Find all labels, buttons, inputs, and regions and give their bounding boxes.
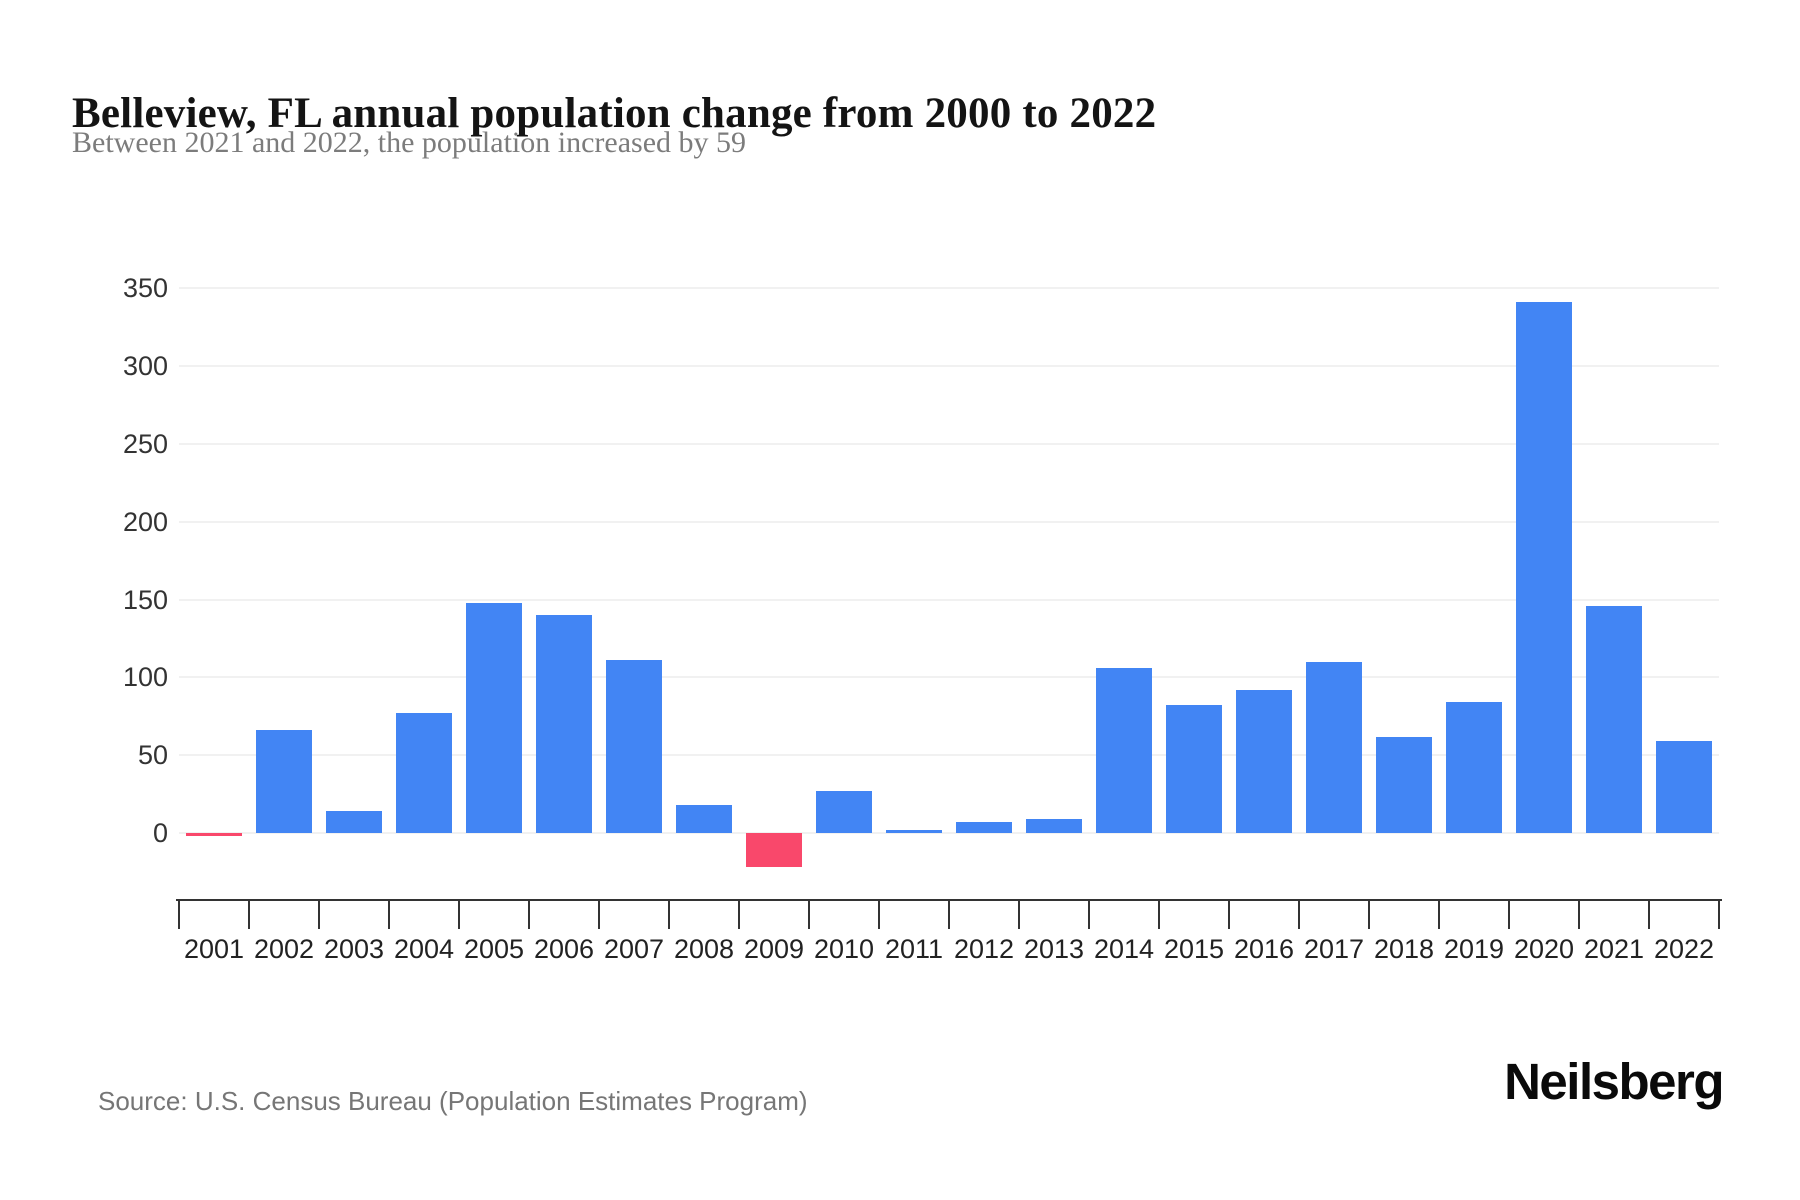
x-axis-tick <box>1578 901 1580 929</box>
gridline-0 <box>179 832 1719 834</box>
x-axis-label-2016: 2016 <box>1233 934 1295 964</box>
x-axis-label-2017: 2017 <box>1303 934 1365 964</box>
x-axis-tick <box>948 901 950 929</box>
x-axis-tick <box>1018 901 1020 929</box>
bar-2003[interactable] <box>326 811 382 833</box>
x-axis-tick <box>1088 901 1090 929</box>
x-axis-label-2005: 2005 <box>463 934 525 964</box>
x-axis-label-2020: 2020 <box>1513 934 1575 964</box>
neilsberg-logo: Neilsberg <box>1504 1053 1724 1110</box>
x-axis-label-2001: 2001 <box>183 934 245 964</box>
y-axis-label-150: 150 <box>122 584 168 615</box>
gridline-250 <box>179 443 1719 445</box>
x-axis-tick <box>878 901 880 929</box>
x-axis-label-2009: 2009 <box>743 934 805 964</box>
x-axis-tick <box>248 901 250 929</box>
x-axis-label-2012: 2012 <box>953 934 1015 964</box>
x-axis-label-2006: 2006 <box>533 934 595 964</box>
bar-2010[interactable] <box>816 790 872 833</box>
gridline-200 <box>179 520 1719 523</box>
bar-2001[interactable] <box>186 833 242 837</box>
x-axis-label-2019: 2019 <box>1443 934 1505 964</box>
chart-title: Belleview, FL annual population change f… <box>72 89 1157 137</box>
gridline-150 <box>179 598 1719 601</box>
x-axis-label-2014: 2014 <box>1093 934 1155 964</box>
x-axis-tick <box>458 901 460 929</box>
x-axis-label-2010: 2010 <box>813 934 875 964</box>
x-axis-label-2011: 2011 <box>884 934 944 964</box>
bar-2019[interactable] <box>1446 702 1502 833</box>
x-axis-tick <box>1648 901 1650 929</box>
x-axis-label-2022: 2022 <box>1653 934 1715 964</box>
source-note: Source: U.S. Census Bureau (Population E… <box>98 1086 808 1116</box>
bar-2013[interactable] <box>1026 818 1082 833</box>
bar-2021[interactable] <box>1586 605 1642 833</box>
x-axis-tick <box>668 901 670 929</box>
x-axis-label-2021: 2021 <box>1583 934 1645 964</box>
bar-2002[interactable] <box>256 730 312 833</box>
x-axis-line <box>176 899 1722 901</box>
y-axis-label-100: 100 <box>122 662 168 693</box>
x-axis-tick <box>808 901 810 929</box>
x-axis-tick <box>1298 901 1300 929</box>
bar-2017[interactable] <box>1306 661 1362 833</box>
x-axis-tick <box>1508 901 1510 929</box>
x-axis-tick <box>388 901 390 929</box>
bar-2022[interactable] <box>1656 741 1712 833</box>
y-axis-label-250: 250 <box>122 429 168 459</box>
bar-2007[interactable] <box>606 660 662 833</box>
x-axis-label-2015: 2015 <box>1163 934 1225 964</box>
chart-subtitle: Between 2021 and 2022, the population in… <box>72 126 747 159</box>
x-axis-tick <box>528 901 530 929</box>
x-axis-tick <box>1228 901 1230 929</box>
x-axis-label-2002: 2002 <box>253 934 315 964</box>
x-axis-label-2007: 2007 <box>603 934 665 964</box>
bar-2018[interactable] <box>1376 736 1432 833</box>
gridline-300 <box>179 365 1719 368</box>
gridline-350 <box>179 287 1719 290</box>
bar-2009[interactable] <box>746 833 802 868</box>
bar-2014[interactable] <box>1096 668 1152 833</box>
x-axis-tick <box>1158 901 1160 929</box>
bar-2020[interactable] <box>1516 302 1572 833</box>
y-axis-label-200: 200 <box>122 506 168 537</box>
bar-2005[interactable] <box>466 602 522 833</box>
y-axis-label-50: 50 <box>137 740 168 771</box>
gridline-50 <box>179 754 1719 757</box>
x-axis-tick <box>1368 901 1370 929</box>
x-axis-tick <box>738 901 740 929</box>
bar-2006[interactable] <box>536 615 592 833</box>
x-axis-label-2003: 2003 <box>323 934 385 964</box>
x-axis-tick <box>318 901 320 929</box>
y-axis-label-350: 350 <box>122 273 168 304</box>
x-axis-tick <box>178 901 180 929</box>
x-axis-label-2004: 2004 <box>393 934 455 964</box>
y-axis-label-0: 0 <box>152 818 168 848</box>
bar-2008[interactable] <box>676 804 732 833</box>
bar-2012[interactable] <box>956 822 1012 833</box>
x-axis-tick <box>1718 901 1720 929</box>
bar-2011[interactable] <box>886 829 942 833</box>
x-axis-label-2018: 2018 <box>1373 934 1435 964</box>
y-axis-label-300: 300 <box>122 351 168 382</box>
gridline-100 <box>179 676 1719 679</box>
x-axis-tick <box>1438 901 1440 929</box>
bar-2015[interactable] <box>1166 705 1222 833</box>
x-axis-tick <box>598 901 600 929</box>
x-axis-label-2008: 2008 <box>673 934 735 964</box>
x-axis-label-2013: 2013 <box>1023 934 1085 964</box>
bar-2016[interactable] <box>1236 689 1292 833</box>
bar-2004[interactable] <box>396 713 452 833</box>
